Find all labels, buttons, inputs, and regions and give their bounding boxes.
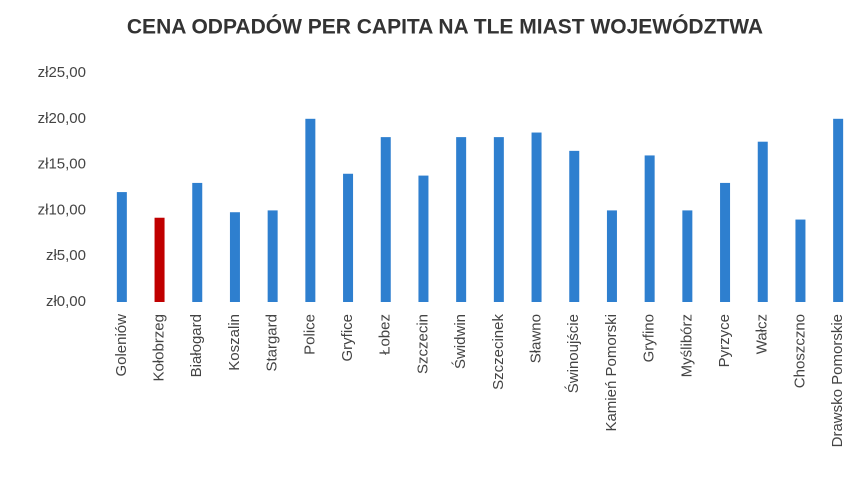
x-tick-label: Świnoujście (564, 314, 582, 393)
x-tick-label: Białogard (188, 314, 205, 377)
x-tick-label: Wałcz (754, 314, 771, 354)
bar (644, 155, 655, 302)
y-tick-label: zł5,00 (46, 247, 86, 264)
x-tick-label: Police (301, 314, 318, 355)
x-tick-label: Łobez (377, 314, 394, 355)
bar (116, 192, 127, 302)
x-tick-label: Kołobrzeg (151, 314, 168, 382)
bar (380, 137, 391, 302)
bar (682, 210, 693, 302)
bar (305, 118, 316, 302)
x-tick-label: Drawsko Pomorskie (829, 314, 846, 447)
x-tick-label: Myślibórz (678, 314, 695, 377)
y-tick-label: zł25,00 (38, 64, 86, 81)
y-tick-label: zł0,00 (46, 293, 86, 310)
bar (531, 132, 542, 302)
x-tick-label: Choszczno (791, 314, 808, 388)
y-tick-label: zł15,00 (38, 156, 86, 173)
x-tick-label: Koszalin (226, 314, 243, 371)
bar (606, 210, 617, 302)
x-tick-label: Szczecin (414, 314, 431, 374)
bar (229, 212, 240, 302)
y-tick-label: zł20,00 (38, 110, 86, 127)
bar (456, 137, 467, 302)
y-tick-label: zł10,00 (38, 201, 86, 218)
x-tick-label: Sławno (528, 314, 545, 363)
bar (757, 141, 768, 302)
x-tick-label: Gryfino (641, 314, 658, 362)
x-tick-label: Kamień Pomorski (603, 314, 620, 432)
bar (154, 217, 165, 302)
bar (833, 118, 844, 302)
bar (569, 150, 580, 302)
bar (795, 219, 806, 302)
bar (493, 137, 504, 302)
bar (343, 173, 354, 302)
x-tick-label: Gryfice (339, 314, 356, 362)
bar (720, 182, 731, 302)
bar (267, 210, 278, 302)
bar (418, 175, 429, 302)
x-tick-label: Stargard (264, 314, 281, 372)
x-tick-label: Szczecinek (490, 314, 507, 390)
x-tick-label: Świdwin (451, 314, 469, 369)
chart-title: CENA ODPADÓW PER CAPITA NA TLE MIAST WOJ… (127, 15, 763, 39)
x-tick-label: Pyrzyce (716, 314, 733, 367)
bar (192, 182, 203, 302)
x-tick-label: Goleniów (113, 314, 130, 377)
